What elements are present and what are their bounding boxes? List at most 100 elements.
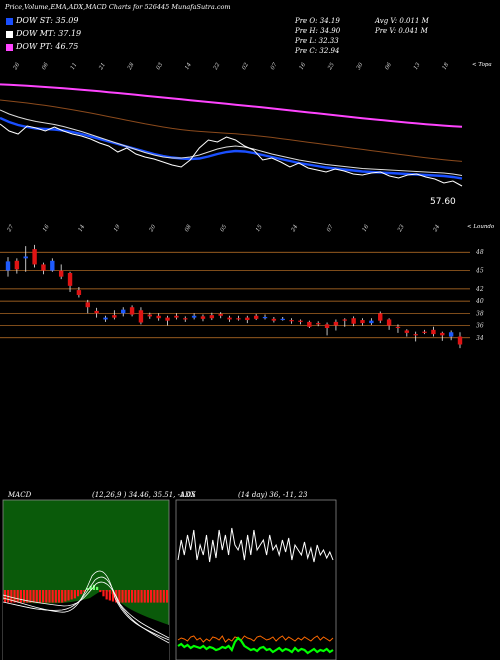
macd-bar-negative (29, 590, 32, 603)
panel1-corner-label: < Topa (472, 62, 492, 68)
page-title: Price,Volume,EMA,ADX,MACD Charts for 526… (5, 3, 231, 11)
candle-body-up (50, 260, 55, 271)
macd-bar-positive (89, 585, 92, 590)
candle (271, 317, 277, 323)
panel1-date-tick: 02 (241, 62, 250, 71)
candle-body-down (307, 321, 312, 327)
candle (227, 315, 232, 322)
panel1-date-tick: 06 (384, 62, 393, 71)
candle (112, 310, 117, 320)
candle (218, 312, 223, 319)
macd-bar-negative (162, 590, 165, 603)
price-tick-label: 48 (475, 249, 484, 256)
adx-line-1 (177, 635, 334, 643)
dow-mt-swatch (6, 31, 13, 38)
macd-bar-positive (96, 586, 99, 590)
candle (351, 316, 356, 327)
dow-st-swatch (6, 18, 13, 25)
panel2-date-tick: 20 (148, 224, 157, 234)
candle (448, 330, 454, 341)
candle-body-down (395, 326, 401, 328)
candle (457, 332, 463, 349)
ema-line-2 (0, 116, 463, 180)
prev-close: Pre C: 32.94 (295, 47, 340, 55)
candle (289, 318, 294, 324)
macd-signal-line-2 (2, 581, 170, 639)
macd-bar-negative (48, 590, 51, 603)
adx-panel-background (175, 499, 337, 660)
panel1-date-tick: 30 (356, 62, 365, 71)
candle-body-down (165, 317, 170, 321)
candle-body-down (271, 318, 277, 321)
macd-bar-negative (83, 590, 86, 593)
panel2-corner-label: < Loundo (467, 224, 495, 230)
panel2-date-tick: 14 (78, 224, 87, 233)
candle-body-down (315, 323, 321, 325)
macd-bar-negative (3, 590, 7, 603)
macd-bar-negative (102, 590, 105, 597)
candle-body-down (147, 314, 153, 317)
candle-body-down (422, 331, 427, 333)
candle-body-down (209, 315, 215, 319)
panel2-date-tick: 27 (6, 224, 15, 234)
panel1-date-tick: 21 (98, 62, 107, 72)
candle-body-down (386, 319, 392, 326)
macd-bar-negative (153, 590, 156, 603)
macd-bar-negative (137, 590, 140, 603)
candle-body-up (448, 332, 454, 337)
candle (138, 307, 144, 325)
candle (422, 329, 427, 335)
dow-pt-label: DOW PT: 46.75 (16, 42, 79, 51)
panel1-date-tick: 18 (442, 62, 451, 71)
candle (191, 313, 197, 320)
prev-open: Pre O: 34.19 (295, 17, 340, 25)
candle (324, 322, 330, 336)
candle (5, 257, 11, 277)
macd-bar-negative (76, 590, 80, 597)
candle (298, 319, 303, 325)
panel1-date-tick: 26 (12, 62, 21, 72)
macd-bar-negative (108, 590, 111, 601)
candle (413, 331, 418, 342)
candle-body-down (67, 273, 73, 286)
price-tick-label: 34 (476, 335, 484, 342)
macd-bar-negative (35, 590, 38, 603)
candle-body-down (41, 264, 46, 271)
candle (253, 313, 259, 321)
dow-st-label: DOW ST: 35.09 (16, 16, 79, 25)
adx-line-2 (177, 636, 334, 655)
candle (404, 329, 410, 337)
macd-params: (12,26,9 ) 34.46, 35.51, -1.05 (92, 491, 196, 499)
candle (41, 262, 46, 275)
macd-signal-line-1 (2, 576, 170, 644)
price-tick-label: 40 (475, 298, 484, 305)
panel1-date-tick: 25 (327, 62, 336, 72)
macd-bar-negative (111, 590, 115, 602)
candle-body-down (183, 318, 188, 320)
candle-body-down (440, 332, 445, 336)
candle (315, 321, 321, 327)
candle-body-down (156, 315, 161, 319)
candle (386, 318, 392, 330)
candle (262, 314, 268, 320)
macd-bar-negative (10, 590, 13, 603)
candlestick-panel: 48 45 42 40 38 36 34 27 16 14 19 20 08 05 15 24 07 16 23 24 (0, 224, 484, 349)
macd-bar-negative (32, 590, 35, 603)
candle-body-down (138, 310, 144, 323)
candle (183, 316, 188, 322)
macd-bar-negative (127, 590, 130, 603)
macd-bar-negative (22, 590, 26, 603)
candle (94, 307, 99, 318)
macd-bar-negative (124, 590, 127, 603)
panel1-last-value: 57.60 (430, 197, 456, 207)
candle-body-down (404, 330, 410, 333)
candle-body-down (227, 317, 232, 320)
candle-body-up (23, 256, 28, 259)
candle (342, 318, 347, 327)
candle-body-down (253, 315, 259, 319)
candle-body-down (333, 321, 339, 326)
candle (156, 313, 161, 321)
panel2-date-tick: 19 (113, 224, 122, 233)
panel2-date-tick: 23 (397, 224, 406, 234)
macd-bar-negative (42, 590, 45, 603)
